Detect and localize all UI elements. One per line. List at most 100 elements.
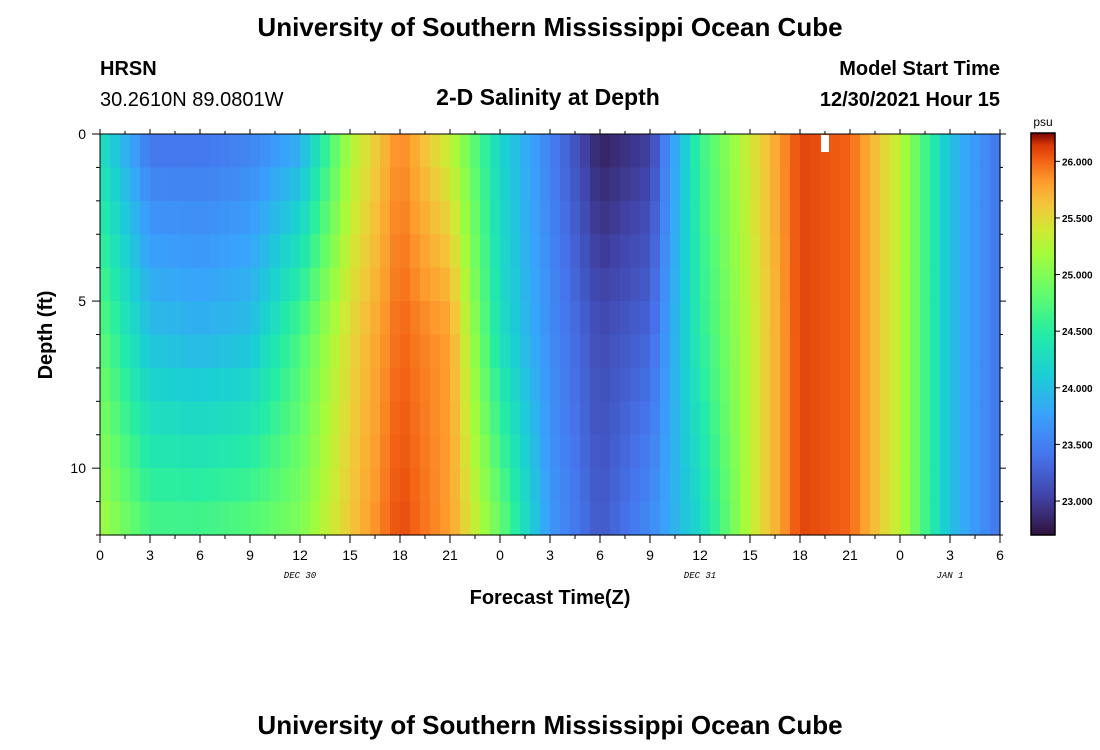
- heatmap-cell: [530, 501, 541, 536]
- heatmap-cell: [230, 468, 241, 503]
- heatmap-cell: [230, 167, 241, 202]
- heatmap-cell: [230, 200, 241, 235]
- heatmap-cell: [170, 267, 181, 302]
- heatmap-cell: [990, 167, 1001, 202]
- heatmap-cell: [720, 134, 731, 169]
- heatmap-cell: [340, 200, 351, 235]
- heatmap-cell: [110, 401, 121, 436]
- heatmap-cell: [490, 267, 501, 302]
- heatmap-cell: [610, 401, 621, 436]
- heatmap-cell: [500, 234, 511, 269]
- heatmap-cell: [240, 167, 251, 202]
- heatmap-cell: [300, 200, 311, 235]
- heatmap-cell: [970, 200, 981, 235]
- heatmap-cell: [420, 401, 431, 436]
- heatmap-cell: [940, 501, 951, 536]
- heatmap-cell: [320, 367, 331, 402]
- heatmap-cell: [960, 334, 971, 369]
- heatmap-cell: [130, 134, 141, 169]
- heatmap-cell: [140, 468, 151, 503]
- heatmap-cell: [950, 234, 961, 269]
- heatmap-cell: [460, 401, 471, 436]
- heatmap-cell: [180, 401, 191, 436]
- heatmap-cell: [480, 267, 491, 302]
- heatmap-cell: [860, 267, 871, 302]
- heatmap-cell: [280, 434, 291, 469]
- heatmap-cell: [230, 501, 241, 536]
- heatmap-cell: [140, 234, 151, 269]
- heatmap-cell: [420, 367, 431, 402]
- heatmap-cell: [410, 367, 421, 402]
- heatmap-cell: [100, 501, 111, 536]
- heatmap-cell: [740, 134, 751, 169]
- heatmap-cell: [370, 234, 381, 269]
- heatmap-cell: [810, 501, 821, 536]
- heatmap-cell: [560, 334, 571, 369]
- heatmap-cell: [770, 468, 781, 503]
- heatmap-cell: [140, 267, 151, 302]
- heatmap-cell: [730, 234, 741, 269]
- heatmap-cell: [730, 200, 741, 235]
- heatmap-cell: [850, 401, 861, 436]
- heatmap-cell: [620, 434, 631, 469]
- heatmap-cell: [930, 301, 941, 336]
- heatmap-cell: [560, 434, 571, 469]
- heatmap-cell: [670, 434, 681, 469]
- heatmap-cell: [690, 200, 701, 235]
- x-axis-title: Forecast Time(Z): [470, 587, 631, 609]
- heatmap-cell: [650, 468, 661, 503]
- heatmap-cell: [170, 200, 181, 235]
- heatmap-cell: [620, 334, 631, 369]
- heatmap-cell: [960, 234, 971, 269]
- heatmap-cell: [200, 301, 211, 336]
- heatmap-cell: [350, 234, 361, 269]
- heatmap-cell: [700, 134, 711, 169]
- heatmap-cell: [330, 501, 341, 536]
- heatmap-cell: [450, 167, 461, 202]
- heatmap-cell: [900, 200, 911, 235]
- heatmap-cell: [120, 301, 131, 336]
- heatmap-cell: [560, 401, 571, 436]
- heatmap-cell: [280, 501, 291, 536]
- heatmap-cell: [200, 434, 211, 469]
- heatmap-cell: [830, 234, 841, 269]
- heatmap-cell: [600, 200, 611, 235]
- heatmap-cell: [170, 401, 181, 436]
- heatmap-cell: [670, 367, 681, 402]
- heatmap-cell: [820, 501, 831, 536]
- heatmap-cell: [420, 501, 431, 536]
- heatmap-cell: [440, 267, 451, 302]
- heatmap-cell: [680, 167, 691, 202]
- x-tick-label: 0: [496, 547, 504, 563]
- heatmap-cell: [540, 468, 551, 503]
- heatmap-cell: [520, 434, 531, 469]
- heatmap-cell: [500, 367, 511, 402]
- heatmap-cell: [670, 401, 681, 436]
- heatmap-cell: [130, 334, 141, 369]
- heatmap-cell: [200, 200, 211, 235]
- colorbar-tick-label: 26.000: [1062, 157, 1093, 168]
- heatmap-cell: [540, 267, 551, 302]
- heatmap-cell: [570, 134, 581, 169]
- x-tick-label: 6: [596, 547, 604, 563]
- heatmap-cell: [220, 501, 231, 536]
- heatmap-cell: [840, 501, 851, 536]
- heatmap-cell: [400, 301, 411, 336]
- heatmap-cell: [890, 434, 901, 469]
- heatmap-cell: [790, 200, 801, 235]
- heatmap-cell: [210, 501, 221, 536]
- heatmap-cell: [550, 501, 561, 536]
- heatmap-cell: [110, 267, 121, 302]
- heatmap-cell: [250, 301, 261, 336]
- heatmap-cell: [510, 501, 521, 536]
- heatmap-cell: [790, 501, 801, 536]
- heatmap-cell: [310, 334, 321, 369]
- heatmap-cell: [600, 401, 611, 436]
- heatmap-cell: [910, 401, 921, 436]
- heatmap-cell: [950, 200, 961, 235]
- heatmap-cell: [970, 434, 981, 469]
- heatmap-cell: [100, 301, 111, 336]
- heatmap-cell: [490, 134, 501, 169]
- heatmap-cell: [570, 167, 581, 202]
- heatmap-cell: [350, 501, 361, 536]
